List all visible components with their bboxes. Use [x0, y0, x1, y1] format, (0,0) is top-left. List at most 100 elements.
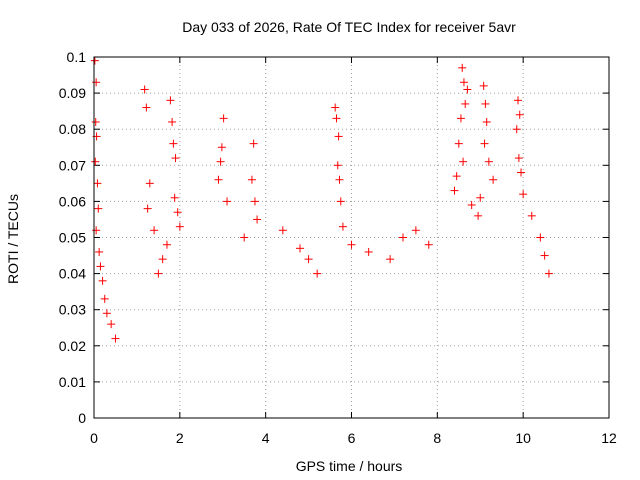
- grid-lines: [94, 57, 609, 418]
- data-point: [336, 197, 345, 206]
- data-point: [98, 276, 107, 285]
- data-point: [158, 255, 167, 264]
- data-point: [140, 85, 149, 94]
- data-point: [527, 211, 536, 220]
- data-point: [168, 117, 177, 126]
- data-point: [223, 197, 232, 206]
- data-point: [145, 179, 154, 188]
- data-point: [514, 96, 523, 105]
- data-point: [335, 175, 344, 184]
- data-point: [94, 204, 103, 213]
- data-point: [544, 269, 553, 278]
- data-point: [411, 226, 420, 235]
- data-point: [171, 154, 180, 163]
- x-tick-label: 10: [515, 430, 531, 446]
- data-point: [92, 226, 101, 235]
- data-point: [512, 125, 521, 134]
- data-point: [175, 222, 184, 231]
- data-point: [249, 139, 258, 148]
- data-point: [253, 215, 262, 224]
- y-tick-label: 0.05: [59, 230, 86, 246]
- data-point: [474, 211, 483, 220]
- data-point: [515, 110, 524, 119]
- data-point: [514, 154, 523, 163]
- data-point: [173, 208, 182, 217]
- data-point: [214, 175, 223, 184]
- data-point: [480, 139, 489, 148]
- data-point: [459, 78, 468, 87]
- data-point: [102, 309, 111, 318]
- data-point: [304, 255, 313, 264]
- data-point: [166, 96, 175, 105]
- x-tick-label: 0: [90, 430, 98, 446]
- data-point: [313, 269, 322, 278]
- data-point: [386, 255, 395, 264]
- y-tick-label: 0.03: [59, 302, 86, 318]
- data-point: [247, 175, 256, 184]
- data-point: [217, 143, 226, 152]
- data-point: [296, 244, 304, 253]
- y-tick-label: 0.09: [59, 85, 86, 101]
- y-axis-label: ROTI / TECUs: [5, 194, 21, 284]
- data-point: [100, 294, 109, 303]
- data-point: [484, 157, 493, 166]
- data-point: [150, 226, 159, 235]
- x-tick-label: 4: [262, 430, 270, 446]
- data-point: [458, 63, 467, 72]
- data-point: [347, 240, 356, 249]
- data-point: [399, 233, 407, 242]
- data-point: [338, 222, 347, 231]
- data-point: [107, 320, 116, 329]
- y-tick-label: 0: [78, 410, 86, 426]
- data-point: [364, 247, 373, 256]
- data-point: [90, 56, 99, 65]
- data-point: [456, 114, 465, 123]
- y-tick-label: 0.1: [67, 49, 87, 65]
- data-point: [331, 103, 340, 112]
- data-point: [332, 114, 341, 123]
- data-point: [519, 190, 528, 199]
- data-point: [142, 103, 151, 112]
- data-point: [96, 262, 105, 271]
- data-point: [92, 78, 101, 87]
- axis-ticks: 0 0.01 0.02 0.03 0.04 0.05 0.06 0.07 0.08 0.09 0.1…: [59, 49, 617, 446]
- data-point: [461, 99, 470, 108]
- data-point: [459, 157, 468, 166]
- data-point: [240, 233, 249, 242]
- data-point: [452, 172, 461, 181]
- data-point: [333, 161, 342, 170]
- y-tick-label: 0.04: [59, 266, 86, 282]
- data-point: [540, 251, 549, 260]
- data-point: [463, 85, 472, 94]
- x-tick-label: 6: [348, 430, 356, 446]
- x-tick-label: 8: [433, 430, 441, 446]
- data-point: [170, 193, 179, 202]
- data-point: [450, 186, 459, 195]
- data-point: [250, 197, 259, 206]
- data-point: [476, 193, 485, 202]
- data-point: [216, 157, 225, 166]
- data-point: [467, 201, 476, 210]
- data-point: [111, 334, 120, 343]
- data-point: [536, 233, 545, 242]
- chart-title: Day 033 of 2026, Rate Of TEC Index for r…: [182, 19, 516, 35]
- data-point: [479, 81, 488, 90]
- data-point: [334, 132, 343, 141]
- data-point: [143, 204, 152, 213]
- data-point: [454, 139, 463, 148]
- y-tick-label: 0.01: [59, 374, 86, 390]
- x-axis-label: GPS time / hours: [296, 458, 403, 474]
- y-tick-label: 0.08: [59, 121, 86, 137]
- data-point: [219, 114, 228, 123]
- data-point: [154, 269, 163, 278]
- data-point: [517, 168, 526, 177]
- plot-frame: [93, 56, 610, 419]
- data-point: [95, 247, 104, 256]
- data-point: [169, 139, 178, 148]
- y-tick-label: 0.02: [59, 338, 86, 354]
- data-point: [278, 226, 287, 235]
- data-point: [481, 99, 490, 108]
- x-tick-label: 12: [601, 430, 617, 446]
- data-point: [489, 175, 498, 184]
